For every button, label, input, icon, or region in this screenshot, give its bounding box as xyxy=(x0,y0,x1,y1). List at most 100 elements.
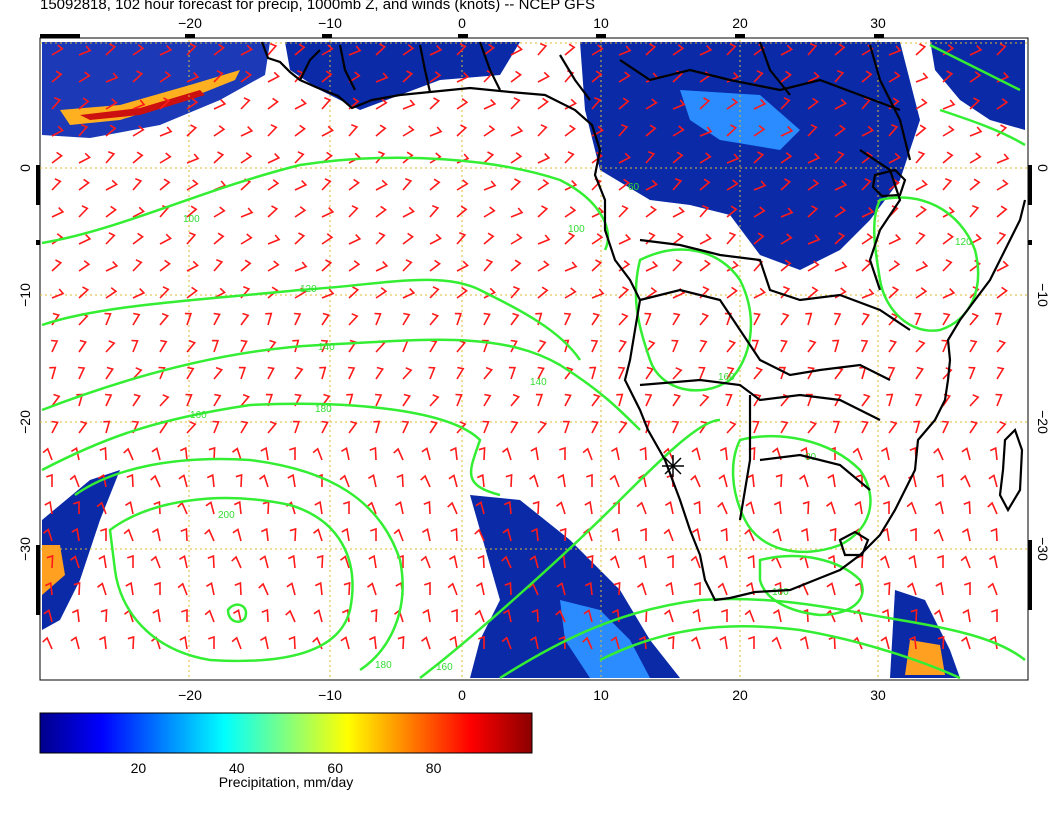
wind-barb xyxy=(942,420,950,434)
contour-land-3 xyxy=(872,196,980,332)
wind-barb xyxy=(240,339,248,353)
wind-barb xyxy=(429,178,441,191)
wind-barb xyxy=(69,474,80,488)
wind-barb xyxy=(158,366,166,380)
wind-barb xyxy=(537,153,551,164)
madagascar xyxy=(998,427,1024,513)
wind-barb xyxy=(321,70,333,83)
wind-barb xyxy=(753,70,764,83)
wind-barb xyxy=(204,528,215,542)
contour-label: 160 xyxy=(718,372,735,383)
wind-barb xyxy=(637,582,647,596)
wind-barb xyxy=(591,420,599,434)
wind-barb xyxy=(428,366,436,380)
wind-barb xyxy=(861,233,874,245)
wind-barb xyxy=(375,179,388,191)
wind-barb xyxy=(78,420,88,434)
lon-tick-label-top: 0 xyxy=(458,15,466,31)
wind-barb xyxy=(691,528,701,542)
wind-barb xyxy=(510,312,520,326)
wind-barb xyxy=(51,339,59,353)
wind-barb xyxy=(367,474,377,488)
wind-barb xyxy=(151,528,161,542)
wind-barb xyxy=(70,636,80,650)
wind-barb xyxy=(475,582,485,596)
wind-barb xyxy=(267,286,279,299)
wind-barb xyxy=(132,70,144,83)
wind-barb xyxy=(321,393,331,407)
lake-victoria xyxy=(871,168,907,198)
wind-barb xyxy=(267,260,280,272)
lat-tick-label-right: −10 xyxy=(1035,283,1051,307)
wind-barb xyxy=(321,288,335,299)
contour-label: 100 xyxy=(568,224,585,235)
wind-barb xyxy=(73,500,80,514)
wind-barb xyxy=(429,97,441,110)
wind-barb xyxy=(772,609,782,623)
wind-barb xyxy=(591,44,604,56)
wind-barb xyxy=(564,206,577,218)
wind-barb xyxy=(211,339,220,353)
wind-barb xyxy=(861,420,869,434)
wind-barb xyxy=(962,608,971,623)
wind-barb xyxy=(43,609,53,623)
wind-barb xyxy=(996,260,1009,272)
wind-barb xyxy=(800,527,809,542)
wind-barb xyxy=(314,500,323,515)
wind-barb xyxy=(450,527,458,542)
wind-barb xyxy=(105,340,116,353)
wind-barb xyxy=(996,98,1009,110)
wind-barb xyxy=(186,124,198,137)
wind-barb xyxy=(915,43,927,56)
precipitation-field xyxy=(42,40,1025,678)
wind-barb xyxy=(888,339,897,353)
wind-barb xyxy=(482,420,490,434)
wind-barb xyxy=(618,366,626,380)
wind-barb xyxy=(672,177,683,191)
wind-barb xyxy=(286,582,296,596)
wind-barb xyxy=(726,366,735,380)
wind-barb xyxy=(692,608,701,623)
wind-barb xyxy=(261,608,269,623)
wind-barb xyxy=(51,259,63,272)
wind-barb xyxy=(240,97,251,110)
wind-barb xyxy=(726,231,737,245)
wind-barb xyxy=(152,608,161,623)
wind-barb xyxy=(104,312,112,326)
wind-barb xyxy=(510,178,522,191)
wind-barb xyxy=(618,123,629,137)
wind-barb xyxy=(456,286,468,299)
wind-barb xyxy=(961,528,971,542)
wind-barb xyxy=(752,420,760,434)
wind-barb xyxy=(429,394,440,407)
wind-barb xyxy=(132,177,143,191)
wind-barb xyxy=(671,339,679,353)
wind-barb xyxy=(611,527,620,542)
wind-barb xyxy=(883,500,890,514)
wind-barb xyxy=(421,528,431,542)
wind-barb xyxy=(834,124,846,137)
wind-barb xyxy=(402,259,413,272)
wind-barb xyxy=(314,581,323,596)
wind-barb xyxy=(564,151,575,164)
wind-barb xyxy=(105,232,116,245)
wind-barb xyxy=(780,339,788,353)
wind-barb xyxy=(153,500,161,515)
wind-barb xyxy=(375,366,384,380)
wind-barbs xyxy=(42,42,1010,650)
wind-barb xyxy=(319,366,327,380)
wind-barb xyxy=(402,125,415,137)
wind-barb xyxy=(834,312,842,326)
wind-barb xyxy=(451,608,458,622)
wind-barb xyxy=(537,97,549,110)
wind-barb xyxy=(834,151,845,164)
wind-barb xyxy=(915,261,929,272)
wind-barb xyxy=(861,339,869,353)
lat-tick-label-left: 0 xyxy=(17,164,33,172)
wind-barb xyxy=(375,287,388,299)
wind-barb xyxy=(456,205,468,218)
contour-label: 140 xyxy=(530,377,547,388)
wind-barb xyxy=(240,44,253,56)
wind-barb xyxy=(267,97,279,110)
wind-barb xyxy=(159,126,173,137)
